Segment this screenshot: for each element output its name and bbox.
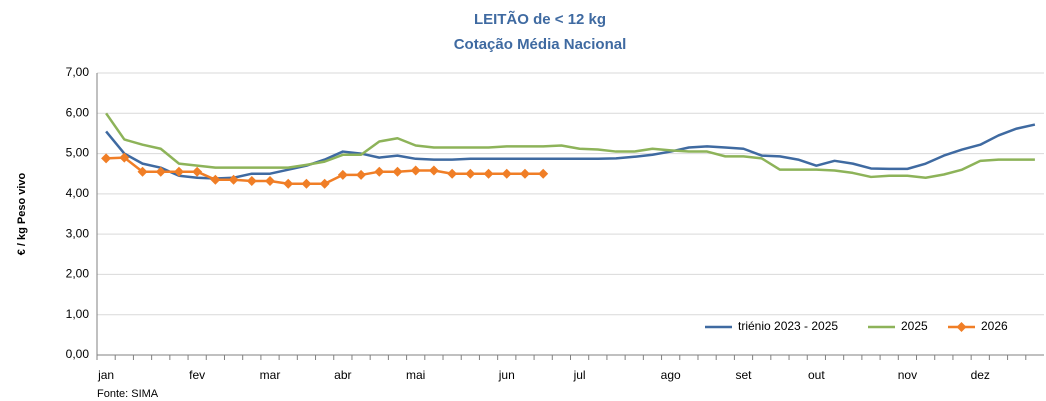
point-marker: [283, 178, 294, 189]
x-tick-label: abr: [334, 368, 351, 382]
chart-subtitle: Cotação Média Nacional: [454, 36, 627, 53]
point-marker: [410, 165, 421, 176]
point-marker: [319, 178, 330, 189]
x-tick-label: fev: [189, 368, 205, 382]
x-tick-label: set: [736, 368, 753, 382]
point-marker: [465, 168, 476, 179]
legend-marker: [956, 322, 967, 332]
chart-title: LEITÃO de < 12 kg: [474, 10, 606, 28]
y-tick-label: 6,00: [66, 105, 90, 119]
point-marker: [192, 166, 203, 177]
point-marker: [228, 174, 239, 185]
series-line: [105, 112, 1035, 179]
series-line: [105, 123, 1036, 180]
point-marker: [483, 168, 494, 179]
x-tick-label: out: [808, 368, 825, 382]
point-marker: [173, 166, 184, 177]
x-tick-label: jan: [97, 368, 114, 382]
x-tick-label: mai: [406, 368, 425, 382]
point-marker: [337, 169, 348, 180]
point-marker: [210, 174, 221, 185]
point-marker: [447, 168, 458, 179]
point-marker: [356, 169, 367, 180]
y-tick-label: 1,00: [66, 307, 90, 321]
y-tick-label: 7,00: [66, 65, 90, 79]
y-tick-label: 2,00: [66, 267, 90, 281]
point-marker: [392, 166, 403, 177]
point-marker: [374, 166, 385, 177]
x-tick-label: ago: [661, 368, 681, 382]
point-marker: [519, 168, 530, 179]
y-tick-label: 5,00: [66, 146, 90, 160]
y-axis-label: € / kg Peso vivo: [16, 172, 28, 255]
x-tick-label: jul: [573, 368, 586, 382]
point-marker: [246, 175, 257, 186]
legend-label: triénio 2023 - 2025: [738, 319, 838, 333]
point-marker: [501, 168, 512, 179]
x-tick-label: jun: [498, 368, 515, 382]
point-marker: [119, 152, 130, 163]
point-marker: [137, 166, 148, 177]
point-marker: [155, 166, 166, 177]
legend-label: 2026: [981, 319, 1008, 333]
y-tick-label: 4,00: [66, 186, 90, 200]
x-tick-label: mar: [260, 368, 281, 382]
point-marker: [428, 165, 439, 176]
legend-label: 2025: [901, 319, 928, 333]
point-marker: [265, 175, 276, 186]
y-tick-label: 3,00: [66, 226, 90, 240]
point-marker: [538, 168, 549, 179]
point-marker: [301, 178, 312, 189]
y-tick-label: 0,00: [66, 347, 90, 361]
x-tick-label: nov: [898, 368, 917, 382]
source-note: Fonte: SIMA: [97, 388, 159, 400]
x-tick-label: dez: [971, 368, 990, 382]
point-marker: [101, 153, 112, 164]
